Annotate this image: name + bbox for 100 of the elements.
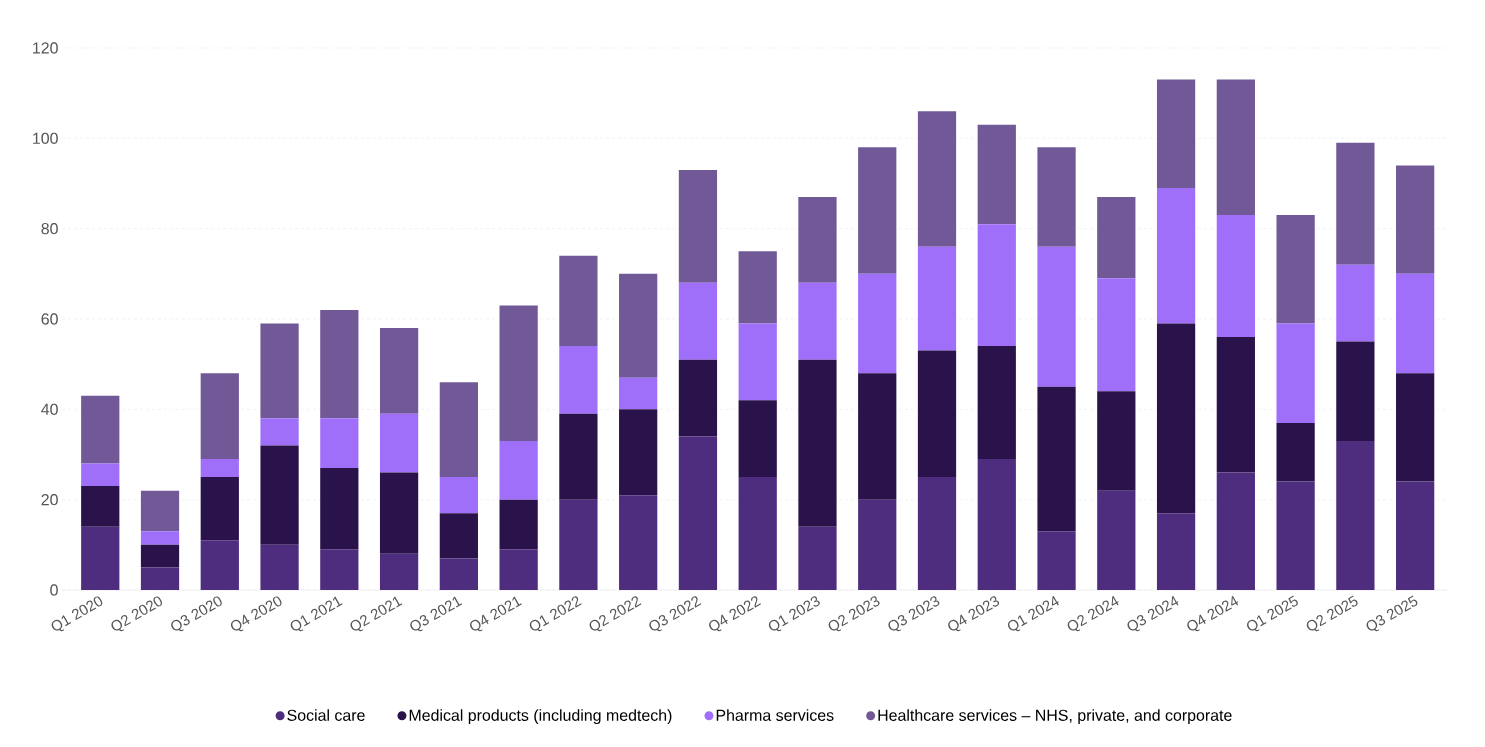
y-tick-label: 100	[33, 132, 58, 144]
bar	[977, 124, 1016, 225]
bar	[140, 531, 180, 545]
bar	[1396, 373, 1435, 482]
bar	[1336, 440, 1375, 590]
bar	[1156, 188, 1196, 324]
bar	[559, 499, 598, 590]
bar	[200, 459, 239, 478]
bar	[798, 282, 837, 360]
bar	[738, 400, 777, 478]
bar	[260, 445, 299, 545]
bar	[738, 251, 777, 324]
bar	[858, 147, 897, 274]
bar	[619, 273, 658, 378]
legend-label: Pharma services	[716, 709, 834, 721]
x-tick-label: Q3 2025	[1366, 595, 1418, 632]
bar	[81, 486, 120, 527]
bar	[858, 373, 897, 500]
bar	[81, 463, 120, 487]
bar	[977, 224, 1016, 347]
bar	[499, 499, 538, 550]
bar	[1216, 337, 1255, 473]
bar	[140, 544, 180, 568]
x-tick-label: Q3 2022	[649, 596, 702, 632]
bar	[200, 540, 239, 590]
bar	[1276, 481, 1315, 590]
x-tick-label: Q2 2022	[589, 596, 642, 632]
bar	[439, 382, 478, 478]
bar	[260, 544, 299, 590]
bar	[678, 282, 718, 360]
bar	[619, 377, 658, 410]
bar	[200, 477, 239, 541]
bar	[379, 328, 419, 414]
bar	[439, 558, 478, 590]
x-tick-label: Q1 2023	[768, 596, 820, 632]
bar	[1097, 391, 1136, 491]
bar	[1336, 341, 1375, 441]
bar	[619, 409, 658, 496]
bar	[678, 169, 718, 283]
bar	[81, 395, 120, 464]
bar	[320, 549, 359, 590]
bar	[81, 526, 120, 590]
bar	[917, 246, 957, 351]
bar	[1097, 197, 1136, 279]
bar	[499, 549, 538, 590]
bar	[1037, 246, 1076, 387]
bar	[798, 197, 837, 283]
bar	[619, 495, 658, 590]
bar	[559, 413, 598, 500]
x-tick-label: Q1 2025	[1247, 595, 1298, 632]
bar	[320, 309, 359, 419]
x-tick-label: Q1 2024	[1007, 595, 1059, 632]
bar	[1037, 147, 1076, 247]
bar	[559, 346, 598, 414]
bar	[798, 359, 837, 527]
y-tick-label: 40	[41, 403, 58, 415]
bar	[738, 323, 777, 401]
y-tick-label: 80	[41, 223, 58, 235]
y-tick-label: 60	[41, 313, 58, 325]
bar	[1216, 215, 1255, 338]
bar	[1276, 422, 1315, 482]
bar	[1037, 531, 1076, 590]
bar	[379, 472, 419, 554]
bar	[379, 413, 419, 473]
legend-label: Medical products (including medtech)	[409, 709, 672, 725]
y-tick-label: 0	[50, 584, 58, 596]
bar	[1396, 165, 1435, 274]
bar	[1336, 264, 1375, 342]
bar	[1276, 323, 1315, 423]
bar	[379, 553, 419, 590]
bar	[917, 350, 957, 478]
bar	[439, 513, 478, 559]
x-tick-label: Q3 2023	[888, 596, 940, 632]
bar	[678, 359, 718, 437]
x-tick-label: Q4 2020	[230, 596, 282, 632]
x-tick-label: Q4 2023	[948, 596, 1000, 632]
bar	[1156, 79, 1196, 189]
x-tick-label: Q2 2021	[350, 596, 403, 632]
x-tick-label: Q4 2021	[470, 596, 522, 632]
bar	[1037, 386, 1076, 532]
bar	[1097, 278, 1136, 392]
x-tick-label: Q2 2023	[828, 596, 880, 632]
x-tick-label: Q1 2020	[51, 596, 103, 632]
x-tick-label: Q1 2022	[529, 596, 582, 632]
bar	[678, 436, 718, 590]
bar	[1216, 472, 1255, 590]
x-tick-label: Q2 2024	[1067, 595, 1119, 632]
bar	[1396, 481, 1435, 590]
bar	[320, 418, 359, 469]
bar	[977, 346, 1016, 460]
bar	[1156, 323, 1196, 514]
x-tick-label: Q3 2021	[410, 596, 463, 632]
bar	[140, 567, 180, 590]
x-tick-label: Q2 2025	[1306, 595, 1358, 632]
legend-label: Social care	[287, 709, 365, 721]
x-tick-label: Q4 2024	[1187, 595, 1239, 632]
x-tick-label: Q4 2022	[709, 596, 761, 632]
x-tick-label: Q3 2020	[171, 596, 222, 632]
x-tick-label: Q1 2021	[290, 596, 343, 632]
bar	[1097, 490, 1136, 590]
